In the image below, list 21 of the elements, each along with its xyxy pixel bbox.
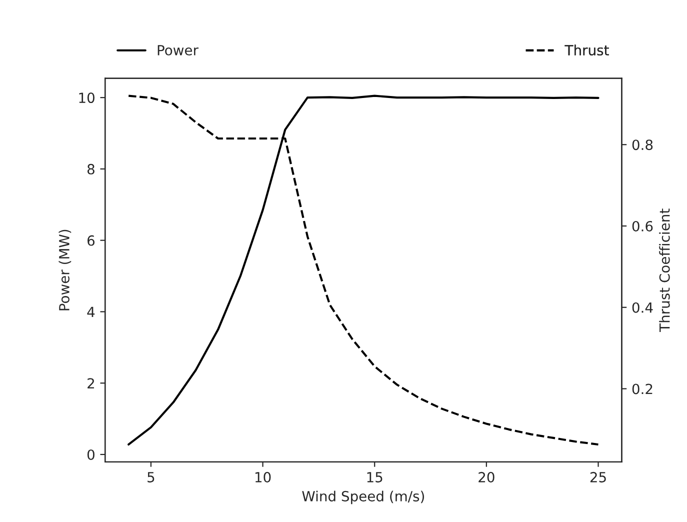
legend-label: Thrust (564, 44, 609, 56)
x-tick-label: 10 (255, 472, 271, 482)
x-tick-label: 25 (590, 472, 606, 482)
y-tick-label: 0 (87, 449, 94, 460)
y-tick-label: 10 (79, 92, 94, 104)
y2-axis-title: Thrust Coefficient (659, 208, 670, 332)
y2-tick-label: 0.6 (632, 220, 653, 232)
y-tick-label: 4 (87, 306, 95, 317)
y-tick-label: 6 (88, 235, 95, 246)
y-axis-title: Power (MW) (58, 230, 72, 310)
legend-label: Power (158, 45, 198, 56)
line-series (128, 94, 600, 446)
y-tick-label: 8 (87, 164, 94, 174)
y-tick-label: 2 (88, 378, 94, 388)
y2-tick-label: 0.8 (632, 140, 653, 150)
x-axis-title: Wind Speed (m/s) (302, 490, 424, 504)
x-tick-label: 20 (478, 472, 494, 482)
x-tick-label: 5 (148, 472, 154, 482)
x-tick-label: 15 (367, 472, 382, 482)
y2-tick-label: 0.4 (632, 302, 653, 313)
y2-tick-label: 0.2 (632, 384, 652, 394)
